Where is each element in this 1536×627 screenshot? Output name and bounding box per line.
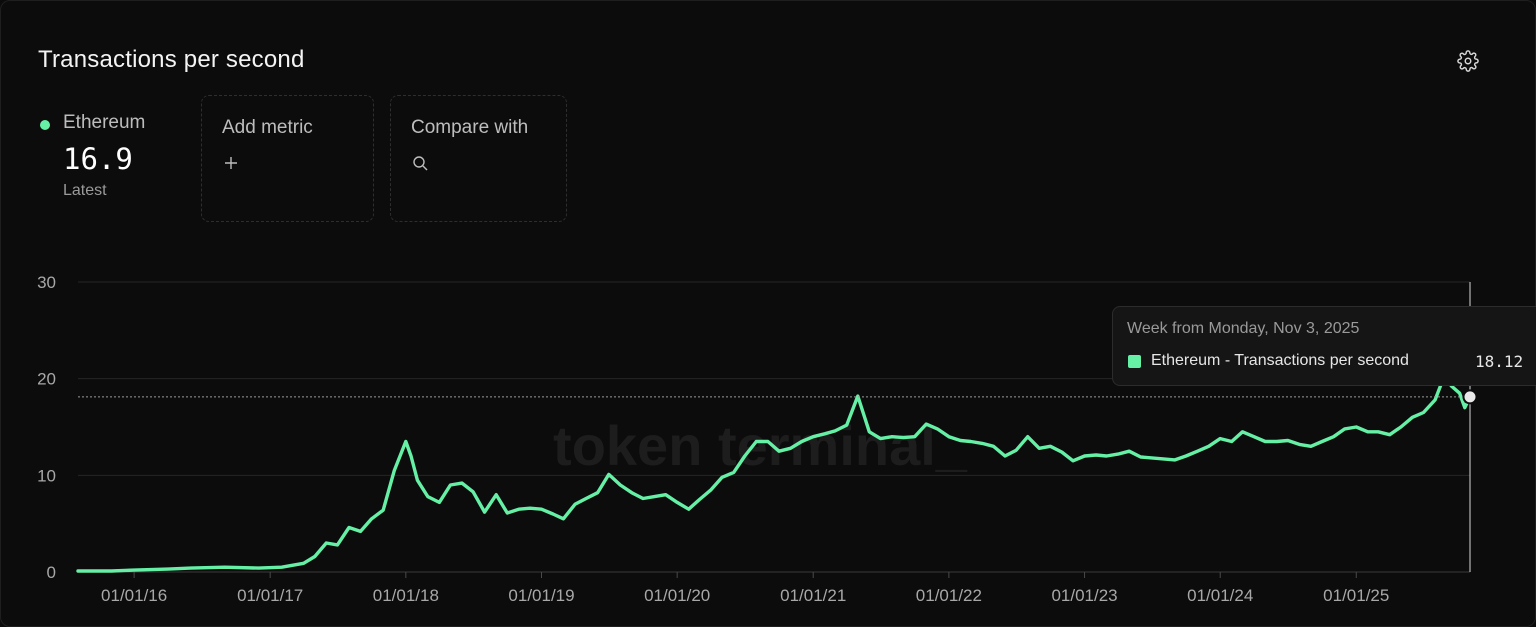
compare-with-label: Compare with: [411, 117, 529, 138]
y-tick-label: 0: [47, 563, 56, 582]
y-tick-label: 10: [37, 466, 56, 485]
search-icon: [413, 156, 428, 171]
add-metric-label: Add metric: [222, 117, 313, 138]
x-tick-label: 01/01/22: [916, 586, 982, 605]
metric-value: 16.9: [63, 142, 133, 176]
page-title: Transactions per second: [38, 46, 305, 73]
x-tick-label: 01/01/19: [508, 586, 574, 605]
plus-icon: [225, 157, 237, 169]
metric-name: Ethereum: [63, 112, 146, 133]
y-tick-label: 30: [37, 273, 56, 292]
highlight-point: [1462, 389, 1478, 405]
tooltip-week: Week from Monday, Nov 3, 2025: [1127, 320, 1360, 337]
gear-icon[interactable]: [1457, 50, 1479, 72]
series-line-ethereum: [76, 375, 1472, 573]
compare-with-button[interactable]: Compare with: [390, 95, 567, 222]
x-tick-label: 01/01/25: [1323, 586, 1389, 605]
x-tick-label: 01/01/18: [373, 586, 439, 605]
tooltip-value: 18.12: [1475, 352, 1524, 371]
x-tick-label: 01/01/16: [101, 586, 167, 605]
tooltip-swatch: [1128, 355, 1141, 368]
add-metric-button[interactable]: Add metric: [201, 95, 374, 222]
chart-tooltip: Week from Monday, Nov 3, 2025 Ethereum -…: [1112, 306, 1536, 386]
x-tick-label: 01/01/20: [644, 586, 710, 605]
x-tick-label: 01/01/24: [1187, 586, 1253, 605]
tooltip-series-name: Ethereum - Transactions per second: [1151, 352, 1409, 369]
metric-sub-label: Latest: [63, 182, 107, 199]
y-tick-label: 20: [37, 370, 56, 389]
watermark: token terminal_: [553, 414, 968, 477]
series-color-dot: [40, 120, 50, 130]
x-tick-label: 01/01/23: [1051, 586, 1117, 605]
x-tick-label: 01/01/17: [237, 586, 303, 605]
x-tick-label: 01/01/21: [780, 586, 846, 605]
